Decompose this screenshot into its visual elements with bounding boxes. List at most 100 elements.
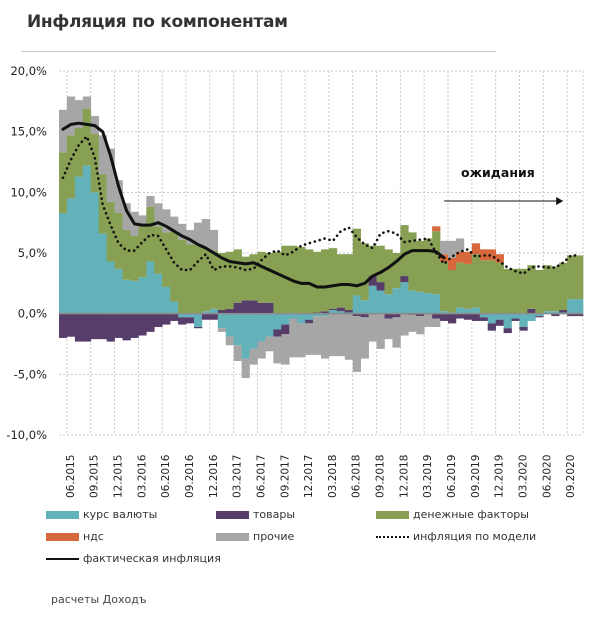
bar-segment: [416, 316, 425, 335]
dotted-line-icon: [376, 535, 409, 538]
bar-segment: [209, 250, 219, 309]
bar-segment: [455, 238, 465, 252]
bar-segment: [503, 268, 512, 314]
x-tick-label: 09.2016: [184, 454, 196, 498]
bar-segment: [336, 313, 346, 357]
x-tick-label: 06.2018: [351, 455, 363, 498]
legend-swatch: [46, 532, 79, 541]
bar-segment: [162, 313, 171, 325]
bar-segment: [90, 313, 99, 340]
bar-segment: [193, 313, 203, 328]
bar-segment: [527, 308, 536, 314]
bar-segment: [495, 254, 504, 263]
bar-segment: [408, 232, 417, 291]
bar-segment: [448, 313, 457, 324]
bar-segment: [193, 222, 203, 245]
bar-segment: [503, 313, 512, 329]
x-tick-label: 12.2019: [494, 455, 506, 498]
bar-segment: [241, 358, 250, 378]
bar-segment: [575, 255, 584, 300]
bar-segment: [551, 313, 560, 317]
y-axis-ticks: 20,0% 15,0% 10,0% 5,0% 0,0% -5,0% -10,0%: [6, 64, 47, 442]
bar-segment: [201, 311, 211, 314]
x-tick-label: 12.2015: [113, 455, 125, 498]
bar-segment: [384, 318, 393, 340]
x-tick-label: 03.2018: [327, 455, 339, 498]
bar-segment: [424, 293, 433, 314]
bar-segment: [305, 319, 314, 324]
bar-segment: [257, 313, 266, 342]
legend-item: денежные факторы: [376, 508, 529, 521]
bar-segment: [193, 244, 203, 314]
legend-swatch: [376, 510, 409, 519]
bar-segment: [241, 256, 250, 301]
x-tick-label: 06.2015: [65, 455, 77, 498]
bar-segment: [233, 302, 242, 314]
bar-segment: [82, 165, 92, 314]
legend-label: ндс: [83, 530, 104, 543]
bar-segment: [336, 254, 346, 308]
bar-segment: [241, 300, 250, 314]
bar-segment: [328, 308, 338, 311]
bar-segment: [313, 251, 322, 313]
bar-segment: [400, 282, 409, 314]
bar-segment: [328, 310, 338, 314]
y-tick-label: 20,0%: [10, 64, 47, 78]
bar-segment: [162, 209, 171, 233]
bar-segment: [479, 313, 489, 318]
bar-segment: [305, 313, 314, 320]
bar-segment: [59, 212, 68, 314]
bar-segment: [178, 317, 187, 325]
bar-segment: [297, 246, 306, 314]
bar-segment: [511, 268, 520, 314]
bar-segment: [360, 243, 369, 301]
bar-segment: [138, 226, 147, 278]
bar-segment: [432, 313, 441, 319]
bar-segment: [511, 313, 520, 319]
bar-segment: [106, 313, 115, 342]
bar-segment: [479, 317, 489, 321]
bar-segment: [138, 215, 147, 227]
bar-segment: [455, 307, 465, 314]
bar-segment: [249, 254, 258, 301]
bar-segment: [376, 313, 385, 349]
bar-segment: [265, 313, 274, 337]
bar-segment: [535, 316, 544, 318]
bar-segment: [74, 176, 84, 314]
bar-segment: [265, 302, 274, 314]
source-note: расчеты Доходъ: [51, 593, 147, 606]
legend-swatch: [216, 510, 249, 519]
bar-segment: [336, 311, 346, 314]
bar-segment: [352, 313, 361, 317]
bar-segment: [289, 318, 298, 358]
bar-segment: [98, 135, 107, 175]
legend-item: фактическая инфляция: [46, 552, 221, 565]
bar-segment: [225, 313, 234, 337]
bar-segment: [543, 265, 552, 312]
bar-segment: [209, 308, 219, 314]
bar-segment: [106, 202, 115, 262]
bar-segment: [74, 100, 84, 129]
bar-segment: [122, 279, 131, 314]
bar-segment: [455, 251, 465, 263]
bar-segment: [511, 318, 520, 321]
bar-segment: [479, 260, 489, 314]
bar-segment: [106, 261, 115, 314]
bar-segment: [225, 336, 234, 346]
bar-segment: [575, 313, 584, 317]
bar-segment: [233, 345, 242, 361]
y-tick-label: 5,0%: [18, 246, 47, 260]
bar-segment: [209, 229, 219, 251]
bar-segment: [432, 294, 441, 314]
bar-segment: [487, 260, 496, 314]
bar-segment: [225, 251, 234, 309]
bar-segment: [297, 323, 306, 358]
legend-label: инфляция по модели: [413, 530, 537, 543]
bar-segment: [233, 313, 242, 346]
bar-segment: [249, 300, 258, 314]
bar-segment: [281, 313, 290, 325]
bar-segment: [273, 313, 282, 330]
bar-segment: [567, 313, 576, 317]
bar-segment: [321, 316, 330, 359]
bar-segment: [273, 329, 282, 337]
